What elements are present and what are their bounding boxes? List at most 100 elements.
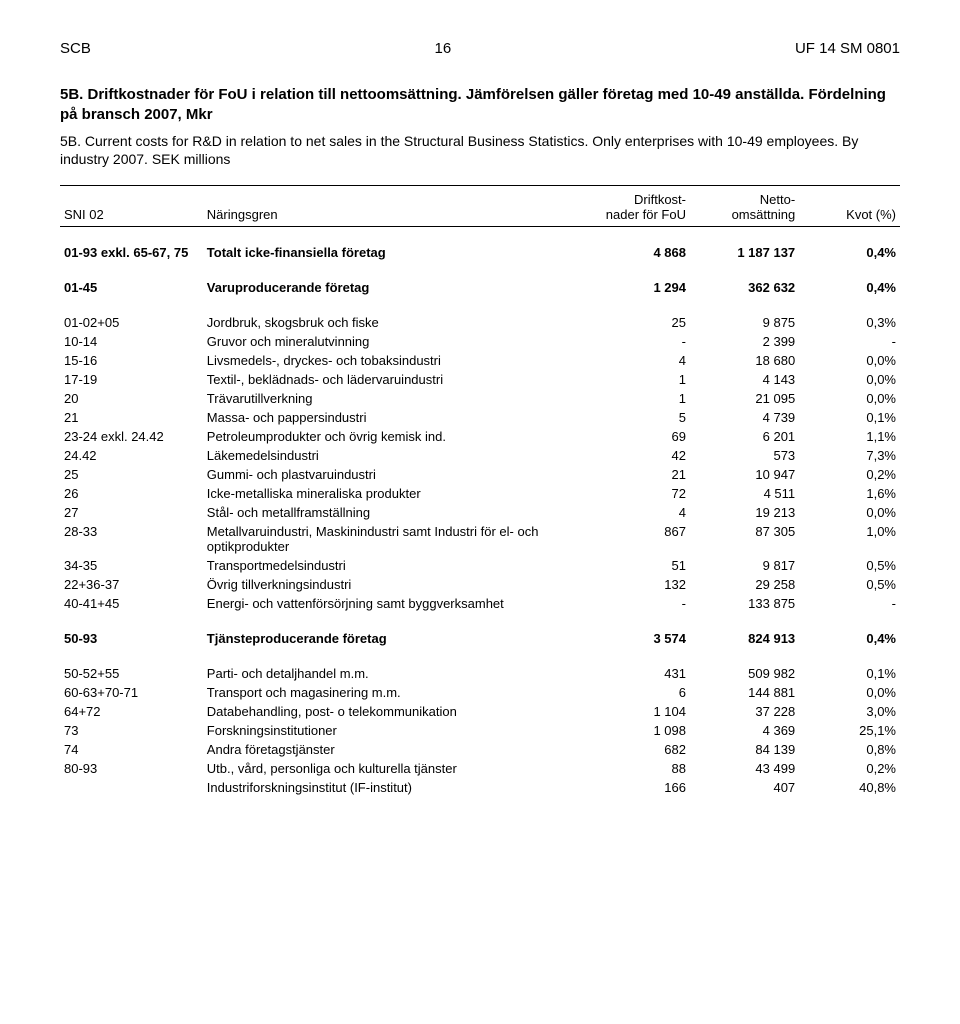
cell-driftkost: 72 <box>589 484 690 503</box>
cell-driftkost: 69 <box>589 427 690 446</box>
cell-sni: 01-02+05 <box>60 313 203 332</box>
cell-sni: 15-16 <box>60 351 203 370</box>
cell-sni <box>60 778 203 797</box>
cell-driftkost: 4 868 <box>589 243 690 262</box>
table-row <box>60 262 900 278</box>
col-netto: Netto- omsättning <box>690 186 799 227</box>
cell-driftkost: 21 <box>589 465 690 484</box>
table-row: 50-93Tjänsteproducerande företag3 574824… <box>60 629 900 648</box>
cell-name: Forskningsinstitutioner <box>203 721 589 740</box>
cell-sni: 21 <box>60 408 203 427</box>
cell-sni: 10-14 <box>60 332 203 351</box>
cell-kvot: 0,3% <box>799 313 900 332</box>
table-row: 74Andra företagstjänster68284 1390,8% <box>60 740 900 759</box>
cell-name: Energi- och vattenförsörjning samt byggv… <box>203 594 589 613</box>
cell-driftkost: 1 294 <box>589 278 690 297</box>
cell-name: Transport och magasinering m.m. <box>203 683 589 702</box>
cell-sni: 73 <box>60 721 203 740</box>
cell-netto: 21 095 <box>690 389 799 408</box>
spacer-cell <box>60 262 900 278</box>
cell-kvot: 0,2% <box>799 759 900 778</box>
cell-kvot: 0,0% <box>799 503 900 522</box>
cell-netto: 43 499 <box>690 759 799 778</box>
cell-kvot: 0,0% <box>799 683 900 702</box>
cell-sni: 23-24 exkl. 24.42 <box>60 427 203 446</box>
cell-name: Databehandling, post- o telekommunikatio… <box>203 702 589 721</box>
cell-netto: 37 228 <box>690 702 799 721</box>
cell-kvot: 0,5% <box>799 575 900 594</box>
cell-kvot: 7,3% <box>799 446 900 465</box>
cell-netto: 87 305 <box>690 522 799 556</box>
cell-driftkost: 1 <box>589 370 690 389</box>
cell-kvot: 40,8% <box>799 778 900 797</box>
cell-sni: 50-93 <box>60 629 203 648</box>
table-row: 26Icke-metalliska mineraliska produkter7… <box>60 484 900 503</box>
cell-name: Utb., vård, personliga och kulturella tj… <box>203 759 589 778</box>
col-name: Näringsgren <box>203 186 589 227</box>
col-netto-line1: Netto- <box>760 192 795 207</box>
cell-name: Trävarutillverkning <box>203 389 589 408</box>
table-row: 23-24 exkl. 24.42Petroleumprodukter och … <box>60 427 900 446</box>
cell-sni: 26 <box>60 484 203 503</box>
cell-kvot: 0,8% <box>799 740 900 759</box>
cell-driftkost: 5 <box>589 408 690 427</box>
cell-sni: 74 <box>60 740 203 759</box>
cell-driftkost: 42 <box>589 446 690 465</box>
cell-sni: 25 <box>60 465 203 484</box>
table-row: 01-02+05Jordbruk, skogsbruk och fiske259… <box>60 313 900 332</box>
cell-netto: 84 139 <box>690 740 799 759</box>
cell-driftkost: 166 <box>589 778 690 797</box>
cell-sni: 20 <box>60 389 203 408</box>
cell-sni: 01-93 exkl. 65-67, 75 <box>60 243 203 262</box>
cell-driftkost: 431 <box>589 664 690 683</box>
cell-driftkost: 867 <box>589 522 690 556</box>
cell-sni: 80-93 <box>60 759 203 778</box>
title-english: 5B. Current costs for R&D in relation to… <box>60 132 900 170</box>
cell-kvot: 0,2% <box>799 465 900 484</box>
cell-netto: 10 947 <box>690 465 799 484</box>
cell-driftkost: 25 <box>589 313 690 332</box>
cell-kvot: 0,0% <box>799 351 900 370</box>
cell-kvot: 0,0% <box>799 389 900 408</box>
cell-name: Livsmedels-, dryckes- och tobaksindustri <box>203 351 589 370</box>
header-left: SCB <box>60 40 91 57</box>
cell-sni: 64+72 <box>60 702 203 721</box>
cell-name: Metallvaruindustri, Maskinindustri samt … <box>203 522 589 556</box>
cell-netto: 4 143 <box>690 370 799 389</box>
cell-sni: 28-33 <box>60 522 203 556</box>
cell-kvot: 0,4% <box>799 243 900 262</box>
cell-sni: 17-19 <box>60 370 203 389</box>
cell-name: Varuproducerande företag <box>203 278 589 297</box>
table-row: 34-35Transportmedelsindustri519 8170,5% <box>60 556 900 575</box>
cell-driftkost: - <box>589 332 690 351</box>
cell-sni: 50-52+55 <box>60 664 203 683</box>
cell-kvot: 3,0% <box>799 702 900 721</box>
table-row <box>60 297 900 313</box>
cell-name: Textil-, beklädnads- och lädervaruindust… <box>203 370 589 389</box>
col-driftkost: Driftkost- nader för FoU <box>589 186 690 227</box>
cell-kvot: 1,6% <box>799 484 900 503</box>
table-row: 20Trävarutillverkning121 0950,0% <box>60 389 900 408</box>
col-driftkost-line2: nader för FoU <box>606 207 686 222</box>
cell-driftkost: 1 098 <box>589 721 690 740</box>
title-swedish: 5B. Driftkostnader för FoU i relation ti… <box>60 85 900 126</box>
cell-sni: 60-63+70-71 <box>60 683 203 702</box>
cell-driftkost: 88 <box>589 759 690 778</box>
cell-driftkost: 132 <box>589 575 690 594</box>
cell-netto: 9 875 <box>690 313 799 332</box>
cell-name: Övrig tillverkningsindustri <box>203 575 589 594</box>
cell-netto: 362 632 <box>690 278 799 297</box>
cell-netto: 133 875 <box>690 594 799 613</box>
cell-netto: 573 <box>690 446 799 465</box>
cell-netto: 4 369 <box>690 721 799 740</box>
table-row: 24.42Läkemedelsindustri425737,3% <box>60 446 900 465</box>
table-row: 15-16Livsmedels-, dryckes- och tobaksind… <box>60 351 900 370</box>
cell-kvot: 0,0% <box>799 370 900 389</box>
spacer-cell <box>60 227 900 244</box>
cell-name: Andra företagstjänster <box>203 740 589 759</box>
table-row: 01-93 exkl. 65-67, 75Totalt icke-finansi… <box>60 243 900 262</box>
cell-name: Parti- och detaljhandel m.m. <box>203 664 589 683</box>
cell-name: Totalt icke-finansiella företag <box>203 243 589 262</box>
table-row: 73Forskningsinstitutioner1 0984 36925,1% <box>60 721 900 740</box>
cell-kvot: 25,1% <box>799 721 900 740</box>
